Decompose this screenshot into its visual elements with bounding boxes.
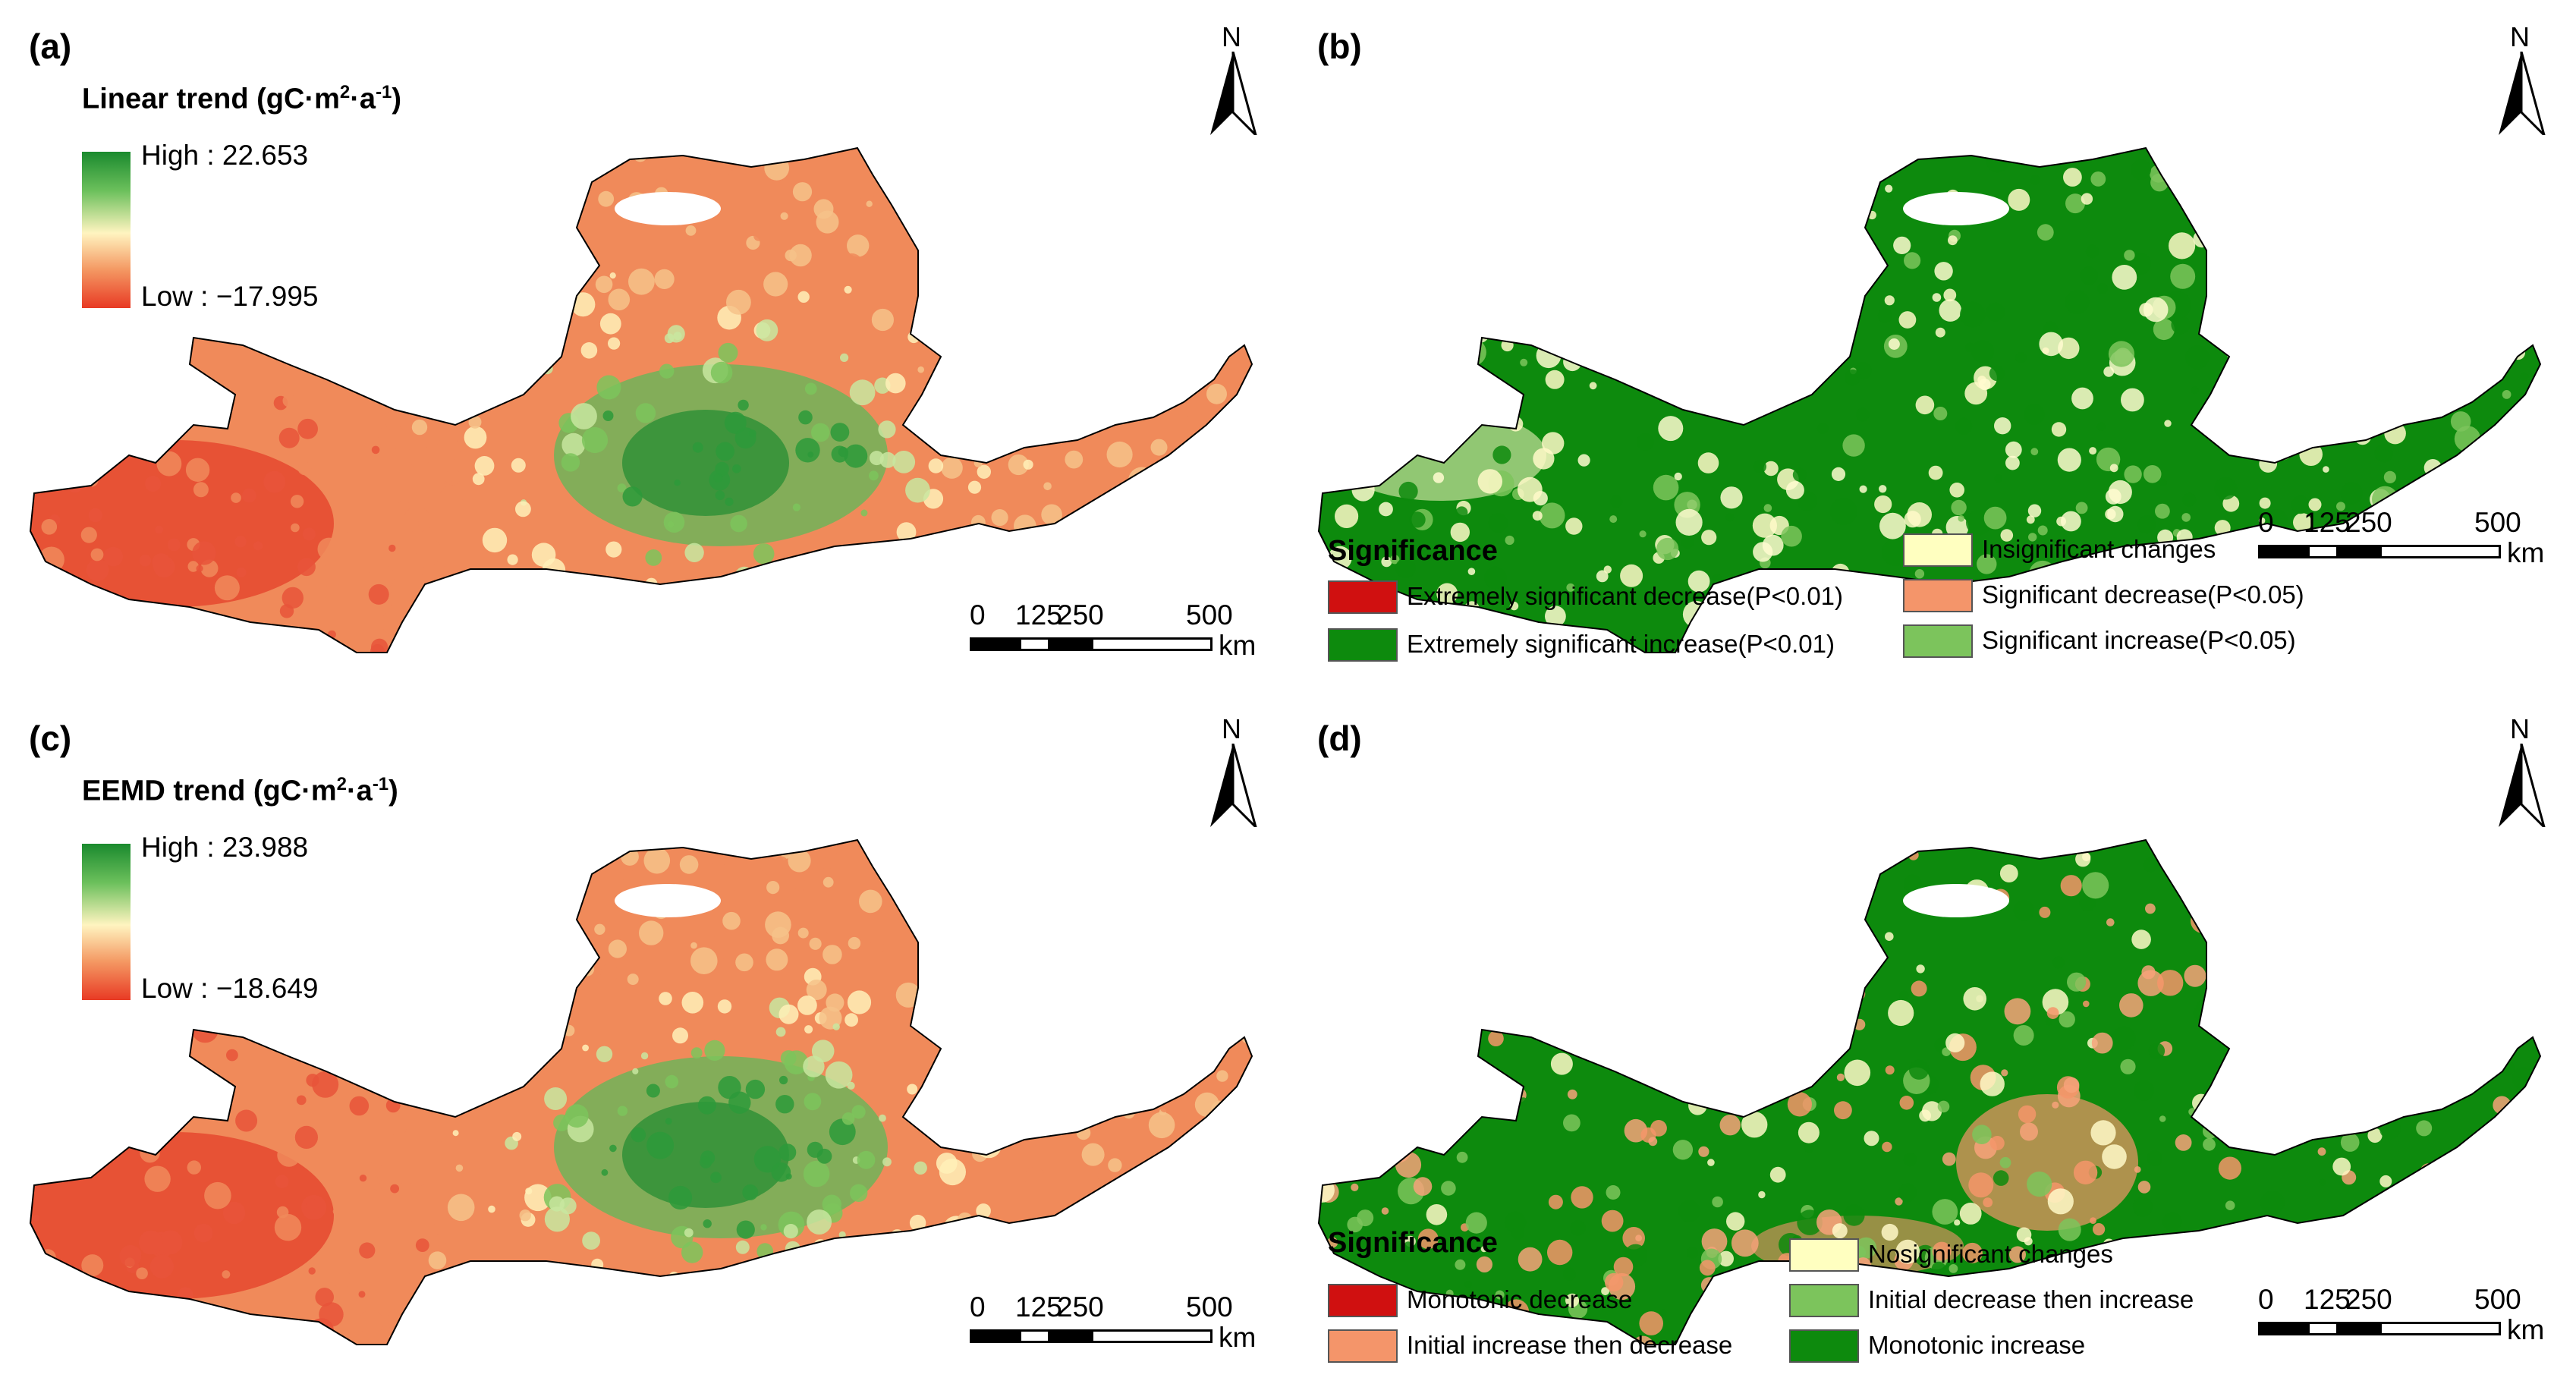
map-panel-a: (a) N Linear trend (gC·m2·a-1) High : 22.…	[0, 0, 1288, 692]
legend-low-label: Low : −18.649	[141, 973, 319, 1004]
desert-white-patch	[615, 884, 721, 917]
scale-bar: 0 125 250 500 km	[970, 599, 1288, 661]
legend-item-label: Significant increase(P<0.05)	[1982, 626, 2296, 654]
desert-white-patch	[1903, 884, 2009, 917]
north-arrow-icon	[2499, 744, 2546, 827]
color-ramp	[82, 844, 131, 1000]
legend-swatch	[1903, 533, 1973, 567]
scale-tick: 500	[1186, 1291, 1233, 1323]
legend-item-label: Extremely significant decrease(P<0.01)	[1407, 582, 1844, 610]
scale-unit: km	[1219, 1322, 1257, 1353]
scale-unit: km	[2507, 537, 2545, 568]
north-label: N	[2510, 21, 2530, 52]
map-panel-b: (b) N Significance Extremely significant…	[1288, 0, 2576, 692]
basin-map	[29, 838, 1253, 1345]
scale-tick: 125	[1015, 599, 1062, 631]
scale-bar-graphic	[2258, 545, 2501, 558]
scale-tick: 250	[2345, 507, 2392, 538]
panel-label: (c)	[29, 719, 72, 758]
basin-map	[29, 146, 1253, 653]
map-panel-d: (d) N Significance Monotonic decrease In…	[1288, 692, 2576, 1384]
scale-tick: 500	[1186, 599, 1233, 631]
panel-label: (b)	[1317, 27, 1362, 66]
legend-item-label: Monotonic increase	[1868, 1331, 2086, 1359]
scale-bar: 0 125 250 500 km	[970, 1291, 1288, 1353]
scale-tick: 500	[2474, 507, 2521, 538]
north-arrow-icon	[1210, 744, 1257, 827]
legend-high-label: High : 23.988	[141, 832, 309, 863]
legend-item-label: Significant decrease(P<0.05)	[1982, 580, 2304, 609]
legend-swatch	[1903, 624, 1973, 658]
north-label: N	[1222, 21, 1241, 52]
legend-item-label: Insignificant changes	[1982, 535, 2216, 563]
map-panel-c: (c) N EEMD trend (gC·m2·a-1) High : 23.98…	[0, 692, 1288, 1384]
legend-swatch	[1328, 1284, 1398, 1317]
legend-high-label: High : 22.653	[141, 140, 309, 171]
legend-item-label: Initial increase then decrease	[1407, 1331, 1733, 1359]
scale-bar-graphic	[970, 1329, 1213, 1343]
basin-outline	[29, 146, 1253, 653]
north-arrow-icon	[1210, 52, 1257, 135]
panel-label: (d)	[1317, 719, 1362, 758]
scale-tick: 250	[1057, 599, 1104, 631]
north-arrow: N	[2495, 713, 2548, 827]
scale-bar: 0 125 250 500 km	[2258, 507, 2576, 568]
legend-title: Linear trend (gC·m2·a-1)	[82, 82, 402, 115]
north-arrow: N	[1206, 21, 1260, 135]
desert-white-patch	[1903, 192, 2009, 225]
legend-swatch	[1789, 1238, 1859, 1272]
scale-tick: 0	[970, 599, 986, 631]
legend-item-label: Monotonic decrease	[1407, 1285, 1633, 1313]
legend-swatch	[1789, 1329, 1859, 1363]
basin-outline	[1317, 838, 2542, 1345]
scale-tick: 125	[2304, 507, 2351, 538]
scale-tick: 125	[2304, 1284, 2351, 1315]
basin-outline	[1317, 146, 2542, 653]
legend-item-label: Initial decrease then increase	[1868, 1285, 2194, 1313]
north-label: N	[1222, 713, 1241, 744]
scale-tick: 250	[1057, 1291, 1104, 1323]
desert-white-patch	[615, 192, 721, 225]
legend-low-label: Low : −17.995	[141, 281, 319, 312]
legend-swatch	[1903, 579, 1973, 612]
legend-item-label: Nosignificant changes	[1868, 1240, 2113, 1268]
legend-item-label: Extremely significant increase(P<0.01)	[1407, 630, 1835, 658]
scale-tick: 0	[970, 1291, 986, 1323]
legend-swatch	[1328, 1329, 1398, 1363]
scale-unit: km	[2507, 1314, 2545, 1345]
scale-tick: 250	[2345, 1284, 2392, 1315]
north-label: N	[2510, 713, 2530, 744]
north-arrow-icon	[2499, 52, 2546, 135]
scale-bar-graphic	[970, 637, 1213, 651]
legend-title: Significance	[1328, 1227, 1498, 1259]
panel-label: (a)	[29, 27, 72, 66]
scale-bar-graphic	[2258, 1322, 2501, 1335]
legend-swatch	[1328, 580, 1398, 614]
basin-outline	[29, 838, 1253, 1345]
color-ramp	[82, 152, 131, 308]
legend-swatch	[1328, 628, 1398, 662]
scale-unit: km	[1219, 630, 1257, 661]
north-arrow: N	[1206, 713, 1260, 827]
scale-tick: 125	[1015, 1291, 1062, 1323]
north-arrow: N	[2495, 21, 2548, 135]
legend-swatch	[1789, 1284, 1859, 1317]
basin-map	[1317, 838, 2542, 1345]
legend-title: EEMD trend (gC·m2·a-1)	[82, 774, 398, 807]
scale-tick: 0	[2258, 1284, 2274, 1315]
scale-bar: 0 125 250 500 km	[2258, 1284, 2576, 1345]
scale-tick: 500	[2474, 1284, 2521, 1315]
basin-map	[1317, 146, 2542, 653]
scale-tick: 0	[2258, 507, 2274, 538]
legend-title: Significance	[1328, 535, 1498, 567]
green-core-dark	[622, 410, 789, 516]
